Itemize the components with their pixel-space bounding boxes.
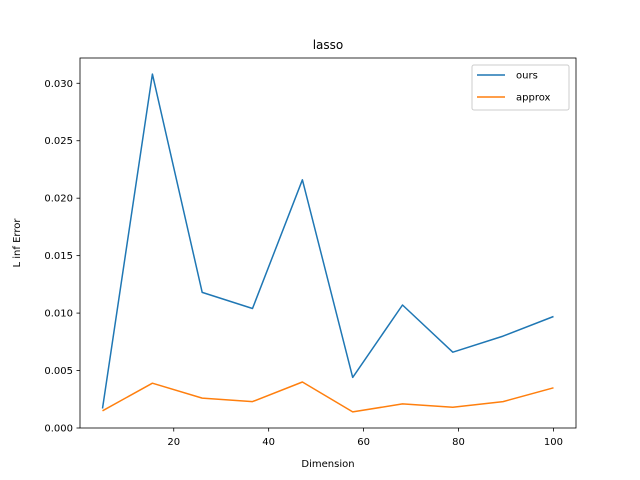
x-tick-label: 40 — [262, 437, 275, 448]
plot-frame — [79, 57, 577, 429]
plot-lines — [101, 73, 554, 413]
x-tick-label: 20 — [167, 437, 180, 448]
y-tick-label: 0.025 — [44, 136, 73, 147]
x-axis-label: Dimension — [301, 459, 354, 470]
y-tick-label: 0.015 — [44, 251, 73, 262]
legend-box — [471, 64, 570, 111]
x-tick-label: 100 — [544, 437, 563, 448]
legend: ours approx — [471, 64, 570, 111]
y-axis-ticks: 0.000 0.005 0.010 0.015 0.020 0.025 0.030 — [44, 79, 80, 435]
y-tick-label: 0.030 — [44, 79, 73, 90]
x-tick-label: 60 — [357, 437, 370, 448]
legend-label-approx: approx — [516, 93, 551, 104]
x-axis-ticks: 20 40 60 80 100 — [167, 428, 563, 448]
series-line-ours — [101, 73, 554, 409]
y-tick-label: 0.010 — [44, 309, 73, 320]
legend-label-ours: ours — [516, 71, 538, 82]
chart-title: lasso — [313, 38, 344, 52]
y-tick-label: 0.005 — [44, 366, 73, 377]
y-tick-label: 0.020 — [44, 194, 73, 205]
y-axis-label: L inf Error — [12, 218, 23, 268]
x-tick-label: 80 — [452, 437, 465, 448]
series-line-approx — [102, 381, 554, 413]
y-tick-label: 0.000 — [44, 424, 73, 435]
